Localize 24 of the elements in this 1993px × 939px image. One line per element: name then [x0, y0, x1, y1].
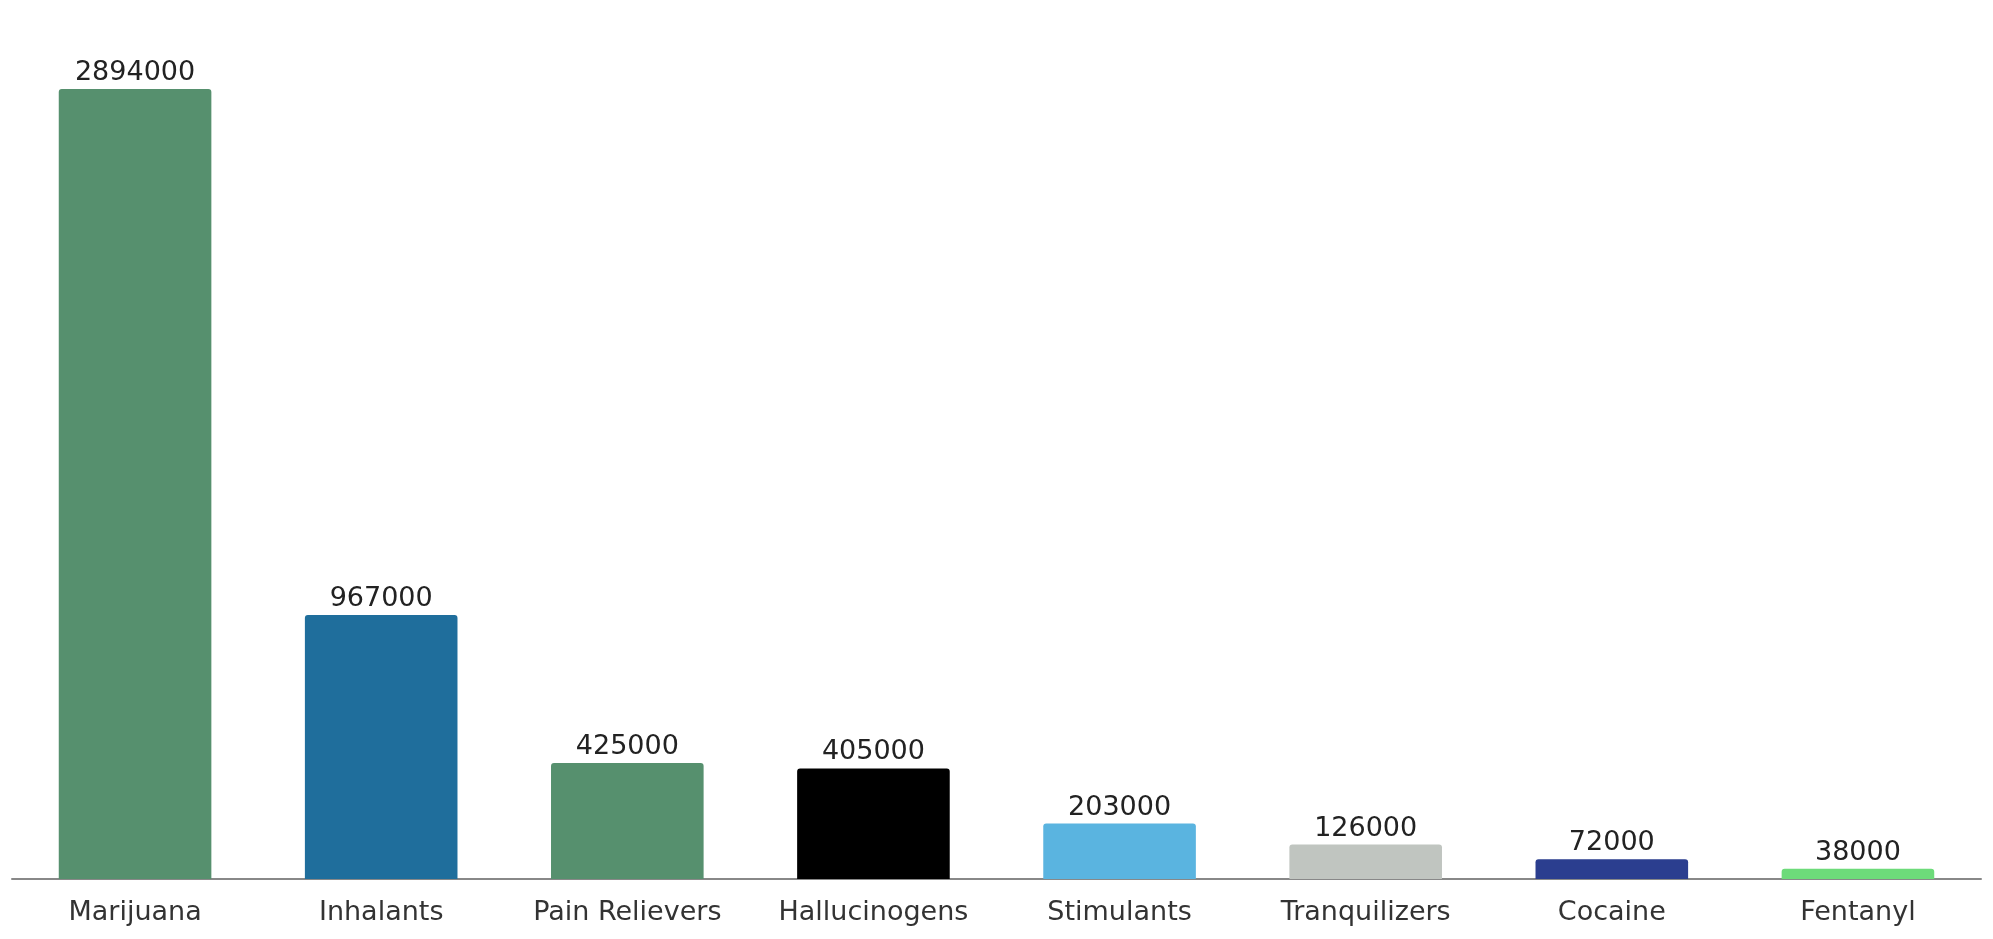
data-label: 38000	[1814, 834, 1901, 866]
bar	[1289, 844, 1442, 879]
data-label: 967000	[329, 581, 433, 613]
data-label: 72000	[1568, 825, 1655, 857]
bar	[1535, 859, 1689, 879]
data-label: 126000	[1314, 810, 1418, 842]
x-tick-label: Pain Relievers	[533, 895, 722, 926]
data-label: 405000	[821, 734, 925, 766]
bar	[797, 768, 950, 879]
bar	[551, 762, 704, 879]
bar	[1043, 823, 1196, 879]
x-tick-label: Marijuana	[68, 895, 202, 926]
x-tick-label: Fentanyl	[1800, 895, 1916, 926]
x-tick-label: Inhalants	[318, 895, 444, 926]
x-tick-label: Hallucinogens	[778, 895, 969, 926]
bar	[1781, 868, 1935, 879]
data-label: 2894000	[74, 54, 196, 86]
bar	[58, 88, 212, 879]
x-tick-label: Cocaine	[1557, 895, 1666, 926]
x-tick-label: Tranquilizers	[1279, 895, 1451, 926]
x-tick-label: Stimulants	[1047, 895, 1192, 926]
bar	[304, 615, 458, 879]
data-label: 425000	[575, 728, 679, 760]
data-label: 203000	[1068, 789, 1172, 821]
